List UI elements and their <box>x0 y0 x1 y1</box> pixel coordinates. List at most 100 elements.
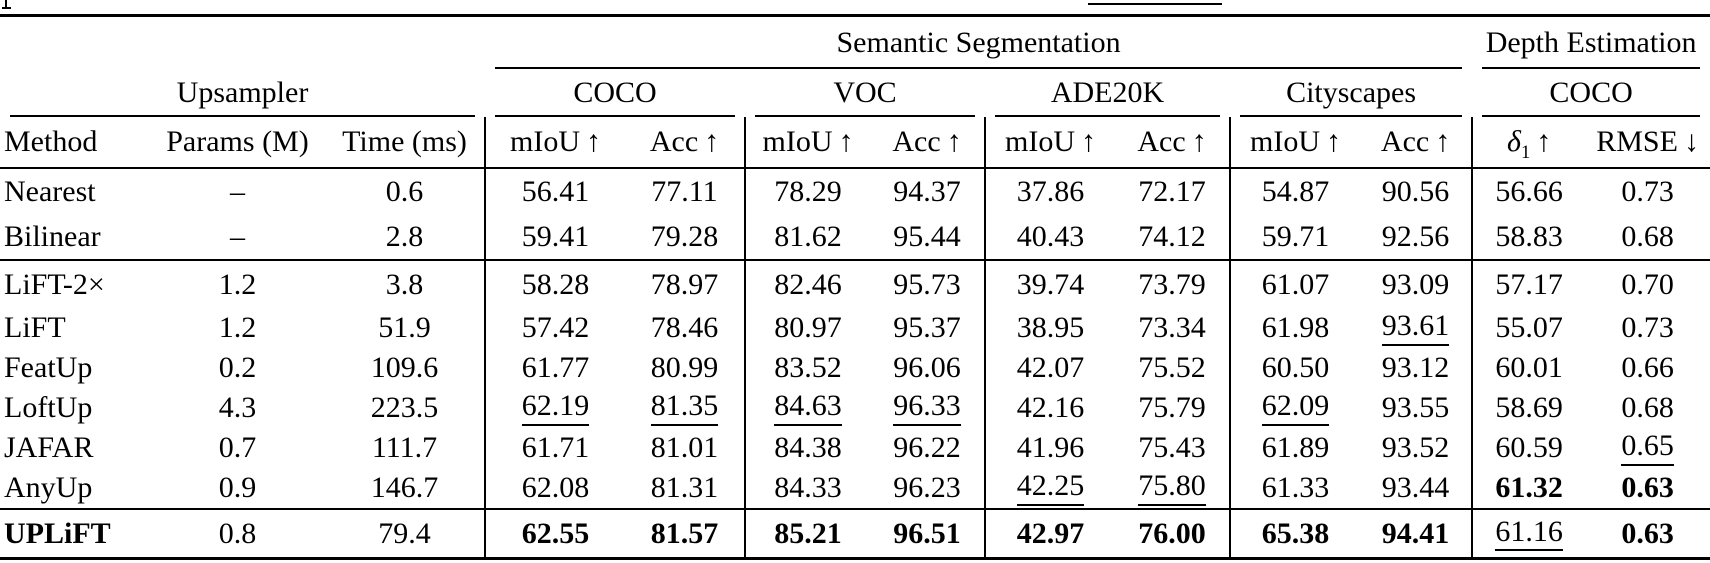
value-cell: 57.17 <box>1471 259 1586 308</box>
up-arrow-icon: ↑ <box>1435 125 1451 159</box>
metric-value: 146.7 <box>370 471 439 505</box>
value-cell: 96.06 <box>870 348 985 388</box>
method-cell: LiFT-2× <box>0 259 150 308</box>
metric-value: 60.01 <box>1495 351 1563 385</box>
value-cell: 74.12 <box>1115 214 1230 260</box>
metric-value: 42.07 <box>1016 351 1085 385</box>
method-name: AnyUp <box>4 471 93 505</box>
metric-value: 96.22 <box>893 431 961 465</box>
value-cell: 0.73 <box>1585 308 1710 348</box>
metric-value: 0.7 <box>218 431 257 465</box>
method-name: Nearest <box>4 174 96 208</box>
up-arrow-icon: ↑ <box>838 125 854 159</box>
empty-header-cell <box>0 16 485 70</box>
value-cell: 81.35 <box>625 388 745 428</box>
metric-value: 40.43 <box>1016 219 1085 253</box>
table-row-jafar: JAFAR 0.7 111.7 61.71 81.01 84.38 96.22 41.96 75… <box>0 428 1710 468</box>
value-cell: 61.32 <box>1471 468 1586 509</box>
metric-value: 93.52 <box>1381 431 1450 465</box>
value-cell: 78.97 <box>625 259 745 308</box>
metric-value: 0.73 <box>1621 174 1674 208</box>
cityscapes-label: Cityscapes <box>1240 76 1463 117</box>
value-cell: 93.44 <box>1360 468 1472 509</box>
metric-value: 3.8 <box>385 267 424 301</box>
value-cell: 3.8 <box>325 259 485 308</box>
metric-value: 93.61 <box>1381 310 1450 346</box>
value-cell: 57.42 <box>484 308 625 348</box>
value-cell: 0.68 <box>1585 388 1710 428</box>
method-cell: UPLiFT <box>0 508 150 559</box>
value-cell: 60.50 <box>1229 348 1360 388</box>
value-cell: 79.4 <box>325 508 485 559</box>
metric-value: 42.25 <box>1016 470 1085 506</box>
metric-value: 74.12 <box>1138 219 1206 253</box>
value-cell: 0.2 <box>150 348 325 388</box>
column-header-miou: mIoU ↑ <box>744 117 870 169</box>
metric-value: 96.06 <box>893 351 961 385</box>
metric-value: 96.51 <box>893 516 961 550</box>
value-cell: 61.89 <box>1229 428 1360 468</box>
metric-value: 61.16 <box>1495 516 1563 552</box>
metric-value: 73.79 <box>1138 267 1206 301</box>
method-cell: LiFT <box>0 308 150 348</box>
value-cell: 84.33 <box>744 468 870 509</box>
column-header-acc: Acc ↑ <box>1360 117 1473 169</box>
value-cell: 62.08 <box>484 468 625 509</box>
metric-value: 84.33 <box>774 471 842 505</box>
voc-label: VOC <box>755 76 975 117</box>
up-arrow-icon: ↑ <box>1536 125 1552 159</box>
metric-value: 61.32 <box>1495 471 1563 505</box>
column-header-label: mIoU <box>1005 125 1075 159</box>
value-cell: 51.9 <box>325 308 485 348</box>
value-cell: 146.7 <box>325 468 485 509</box>
value-cell: 96.23 <box>870 468 985 509</box>
value-cell: 85.21 <box>744 508 870 559</box>
value-cell: 59.71 <box>1229 214 1360 260</box>
value-cell: 76.00 <box>1115 508 1230 559</box>
value-cell: 79.28 <box>625 214 745 260</box>
metric-value: 61.33 <box>1261 471 1330 505</box>
value-cell: 0.8 <box>150 508 325 559</box>
method-name: LiFT-2× <box>4 267 105 301</box>
value-cell: 1.2 <box>150 259 325 308</box>
metric-value: 62.55 <box>521 516 590 550</box>
value-cell: 0.9 <box>150 468 325 509</box>
value-cell: 0.65 <box>1585 428 1710 468</box>
metric-value: 78.46 <box>650 311 719 345</box>
value-cell: 4.3 <box>150 388 325 428</box>
metric-value: 78.97 <box>650 267 719 301</box>
value-cell: 96.51 <box>870 508 985 559</box>
column-header-label: Acc <box>649 125 699 159</box>
metric-value: 78.29 <box>774 174 842 208</box>
method-cell: AnyUp <box>0 468 150 509</box>
value-cell: 81.62 <box>744 214 870 260</box>
metric-value: 93.12 <box>1381 351 1450 385</box>
value-cell: 0.70 <box>1585 259 1710 308</box>
value-cell: 61.33 <box>1229 468 1360 509</box>
value-cell: 0.63 <box>1585 508 1710 559</box>
value-cell: 81.31 <box>625 468 745 509</box>
value-cell: 80.97 <box>744 308 870 348</box>
metric-value: 61.77 <box>521 351 590 385</box>
column-header-rmse: RMSE ↓ <box>1585 117 1710 169</box>
value-cell: 82.46 <box>744 259 870 308</box>
task-group-header-row: Semantic Segmentation Depth Estimation <box>0 16 1710 70</box>
value-cell: 75.43 <box>1115 428 1230 468</box>
dataset-header-voc: VOC <box>745 69 985 117</box>
metric-value: 58.28 <box>521 267 590 301</box>
semantic-segmentation-label: Semantic Segmentation <box>495 26 1463 69</box>
metric-value: 0.65 <box>1621 430 1674 466</box>
metric-value: 80.99 <box>650 351 719 385</box>
table-body: Nearest – 0.6 56.41 77.11 78.29 94.37 37.86 72.1… <box>0 168 1710 559</box>
value-cell: 73.79 <box>1115 259 1230 308</box>
metric-value: 95.37 <box>893 311 961 345</box>
value-cell: 93.55 <box>1360 388 1472 428</box>
metric-value: 0.68 <box>1621 391 1674 425</box>
metric-value: 62.09 <box>1261 390 1330 426</box>
value-cell: 81.57 <box>625 508 745 559</box>
value-cell: 39.74 <box>984 259 1115 308</box>
metric-value: 55.07 <box>1495 311 1563 345</box>
value-cell: 80.99 <box>625 348 745 388</box>
metric-value: 61.98 <box>1261 311 1330 345</box>
